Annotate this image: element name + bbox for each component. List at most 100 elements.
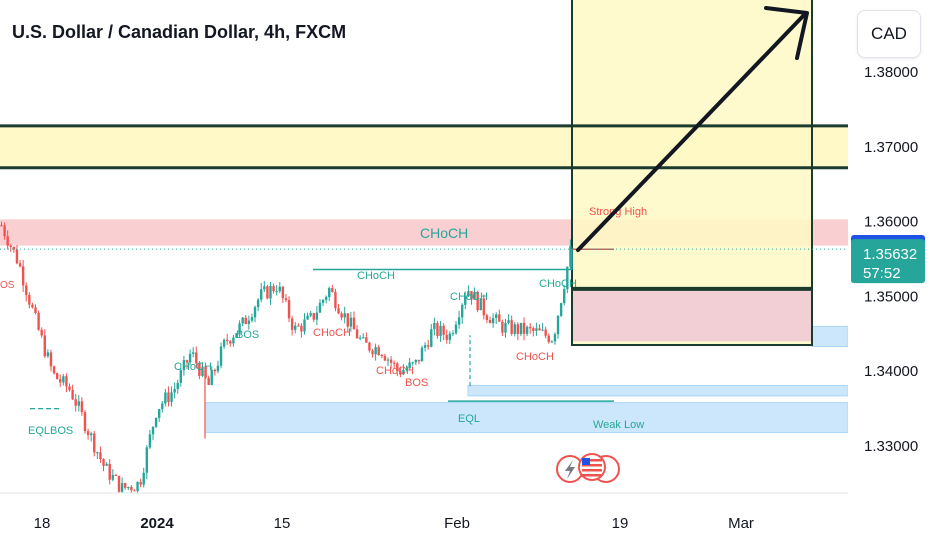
candle-body [247,320,251,324]
candle-body [105,463,108,466]
candle-body [21,266,25,286]
candle-body [290,318,294,330]
time-tick-label: Feb [444,515,470,532]
price-tick-label: 1.38000 [864,64,918,81]
candle-body [306,315,309,320]
weak-low-label: Weak Low [593,419,644,431]
candle-body [77,401,80,406]
candle-body [31,304,34,308]
candle-body [269,285,272,299]
candle-body [315,312,319,320]
candle-body [482,298,486,316]
candle-body [102,459,105,466]
candle-body [89,433,93,436]
target-box-border [571,0,813,347]
candle-body [253,307,257,318]
candle-body [185,360,189,363]
candle-body [142,472,145,485]
candle-body [37,312,40,330]
candle-body [52,366,56,374]
candle-body [6,236,9,246]
candle-body [68,386,71,390]
choch-label-3: CHoCH [450,291,488,303]
candle-body [25,285,28,295]
candle-body [389,359,393,363]
price-axis[interactable]: 1.38000 1.37000 1.36000 1.35000 1.34000 1.330… [848,0,932,493]
time-axis[interactable]: 18 2024 15 Feb 19 Mar [0,492,932,550]
candle-body [111,475,115,480]
candle-body [55,373,59,380]
candle-body [244,317,247,324]
candle-body [40,329,43,336]
candle-body [154,417,158,427]
candle-body [371,350,374,355]
candle-body [83,412,87,432]
candle-body [541,329,544,331]
candle-body [241,317,244,324]
candle-body [59,379,62,383]
candle-body [294,325,297,330]
candle-body [179,370,183,383]
candle-body [399,370,402,375]
candle-body [566,266,569,290]
choch-label-2: CHoCH [357,270,395,282]
candle-body [334,291,337,309]
candle-body [65,376,68,387]
candle-body [46,352,50,357]
candle-body [300,325,303,332]
candle-body [157,409,161,418]
candle-body [386,359,390,361]
candle-body [491,318,495,324]
last-price-badge [851,239,925,284]
candle-body [15,249,19,264]
candle-body [272,285,275,292]
candle-body [488,319,492,324]
candle-body [108,463,111,480]
candle-body [402,369,405,375]
candle-body [430,329,433,347]
candle-body [392,362,396,364]
candle-body [0,225,3,227]
candle-body [182,360,186,371]
candle-body [18,263,22,267]
candle-body [522,322,526,334]
candle-body [34,307,37,313]
candle-body [173,388,176,393]
candle-body [93,433,96,453]
choch-label-red-1: CHoCH [313,327,351,339]
candle-body [127,486,130,488]
candle-body [120,483,124,492]
candles-layer [0,221,572,496]
candle-body [445,334,448,340]
candle-body [312,313,315,320]
candle-body [256,299,260,308]
time-tick-label: 15 [274,515,291,532]
last-price-label: 1.35632 [863,246,917,263]
candle-body [380,355,384,357]
candle-body [188,353,192,363]
candle-body [426,345,430,347]
time-tick-label: 18 [34,515,51,532]
candle-body [340,313,343,318]
candle-body [556,315,560,335]
candle-body [161,403,164,410]
time-axis-bg [0,493,932,550]
flag-stripe [582,474,602,477]
candle-body [130,486,133,491]
currency-button[interactable]: CAD [857,10,921,58]
candle-body [62,376,65,383]
candle-body [278,286,281,292]
candle-body [544,329,547,336]
candle-body [238,323,241,334]
candle-body [383,355,387,361]
candle-body [550,341,554,343]
candle-body [563,289,566,304]
eqlbos-label: EQLBOS [28,425,73,437]
candle-body [250,317,254,321]
candle-body [328,288,331,298]
choch-label-red-2: CHoCH [376,365,414,377]
time-tick-label: 2024 [140,515,174,532]
candle-body [470,291,473,300]
candle-body [516,324,520,334]
